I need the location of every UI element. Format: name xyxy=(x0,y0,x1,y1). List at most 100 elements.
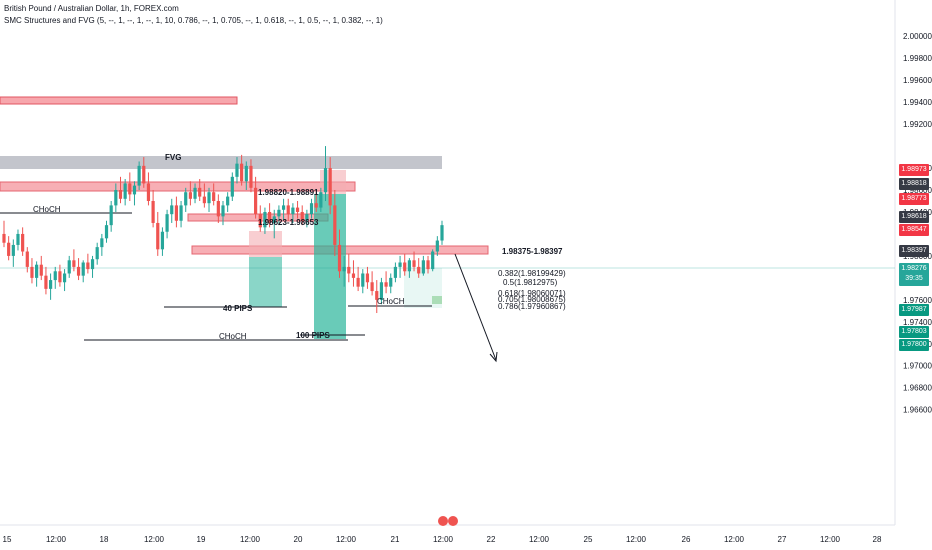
candle-body xyxy=(128,183,132,195)
candle-body xyxy=(426,260,430,270)
candle-body xyxy=(174,205,179,221)
candle-body xyxy=(81,262,85,276)
supply-zone-top xyxy=(0,96,238,105)
candle-body xyxy=(235,163,239,177)
candle-body xyxy=(254,187,258,215)
x-tick-label: 27 xyxy=(778,535,787,544)
candle-body xyxy=(72,260,76,267)
candle-body xyxy=(212,192,216,201)
price-tag: 1.97803 xyxy=(899,326,929,338)
x-tick-label: 12:00 xyxy=(336,535,357,544)
x-tick-label: 26 xyxy=(682,535,691,544)
candle-body xyxy=(35,264,39,278)
candle-body xyxy=(76,266,81,276)
pips-green-box-1 xyxy=(249,257,282,307)
candle-body xyxy=(277,209,281,217)
candle-body xyxy=(207,192,211,204)
price-tag: 1.98618 xyxy=(899,211,929,223)
candle-body xyxy=(244,165,248,182)
candle-body xyxy=(226,196,230,206)
candle-body xyxy=(48,280,53,289)
candle-body xyxy=(30,266,34,278)
candle-body xyxy=(104,225,109,239)
candle-body xyxy=(407,260,411,272)
candle-body xyxy=(151,200,155,223)
x-tick-label: 12:00 xyxy=(144,535,165,544)
pips-label: 40 PIPS xyxy=(223,304,253,313)
candle-body xyxy=(86,262,90,270)
candle-body xyxy=(146,183,151,201)
price-tag: 1.98773 xyxy=(899,193,929,205)
candle-body xyxy=(258,214,262,228)
fib-level-label: 0.5(1.9812975) xyxy=(503,278,558,287)
x-tick-label: 12:00 xyxy=(626,535,647,544)
candle-body xyxy=(263,211,267,228)
candle-body xyxy=(188,192,192,199)
candle-body xyxy=(123,183,127,199)
choch-label: CHoCH xyxy=(377,297,405,306)
candle-body xyxy=(137,165,141,186)
y-tick-label: 1.99200 xyxy=(903,120,932,129)
candle-body xyxy=(286,205,290,215)
candle-body xyxy=(333,205,337,245)
candle-body xyxy=(389,277,393,287)
x-tick-label: 18 xyxy=(100,535,109,544)
price-tag: 1.98973 xyxy=(899,164,929,176)
supply-zone-1 xyxy=(0,181,356,192)
choch-label: CHoCH xyxy=(219,332,247,341)
price-tag: 1.98547 xyxy=(899,224,929,236)
candle-body xyxy=(90,259,95,270)
pips-label: 100 PIPS xyxy=(296,331,330,340)
candles-group xyxy=(2,146,444,314)
price-tag: 1.97987 xyxy=(899,304,929,316)
projection-arrow-head xyxy=(489,351,498,363)
x-tick-label: 15 xyxy=(3,535,12,544)
candle-body xyxy=(417,266,421,274)
zone-price-label: 1.98820-1.98891 xyxy=(258,188,319,197)
candle-body xyxy=(21,233,25,252)
x-tick-label: 12:00 xyxy=(820,535,841,544)
candle-body xyxy=(342,266,346,272)
candle-body xyxy=(142,165,146,184)
candle-body xyxy=(379,282,384,300)
candle-body xyxy=(7,242,11,256)
fib-level-label: 0.382(1.98199429) xyxy=(498,269,566,278)
indicator-legend[interactable]: SMC Structures and FVG (5, --, 1, --, 1,… xyxy=(4,16,383,25)
x-tick-label: 12:00 xyxy=(724,535,745,544)
fib-golden-zone xyxy=(432,296,442,304)
candle-body xyxy=(249,165,253,188)
chart-symbol-title: British Pound / Australian Dollar, 1h, F… xyxy=(4,4,179,13)
candle-body xyxy=(100,238,104,248)
candle-body xyxy=(109,205,113,226)
pips-red-box-1 xyxy=(249,231,282,257)
candle-body xyxy=(165,214,169,232)
zone-price-label: 1.98623-1.98653 xyxy=(258,218,319,227)
pips-red-box-2 xyxy=(320,170,346,194)
candle-body xyxy=(160,231,165,250)
candle-body xyxy=(337,244,342,272)
y-tick-label: 1.97400 xyxy=(903,318,932,327)
y-tick-label: 1.96600 xyxy=(903,406,932,415)
y-tick-label: 2.00000 xyxy=(903,32,932,41)
x-tick-label: 12:00 xyxy=(529,535,550,544)
candle-body xyxy=(216,200,220,217)
candle-body xyxy=(240,163,244,182)
fib-level-label: 0.618(1.98060071) xyxy=(498,289,566,298)
x-tick-label: 25 xyxy=(584,535,593,544)
candle-body xyxy=(319,192,323,208)
candle-body xyxy=(347,266,351,274)
candle-body xyxy=(412,260,416,267)
x-tick-label: 21 xyxy=(391,535,400,544)
candle-body xyxy=(384,282,388,287)
x-tick-label: 28 xyxy=(873,535,882,544)
candle-body xyxy=(132,185,137,195)
candle-body xyxy=(300,211,304,221)
candle-body xyxy=(375,291,379,300)
candle-body xyxy=(305,214,309,221)
x-tick-label: 12:00 xyxy=(240,535,261,544)
candle-body xyxy=(58,271,62,283)
projection-arrow-line xyxy=(454,253,497,361)
candle-body xyxy=(328,168,332,206)
candle-body xyxy=(179,205,183,221)
